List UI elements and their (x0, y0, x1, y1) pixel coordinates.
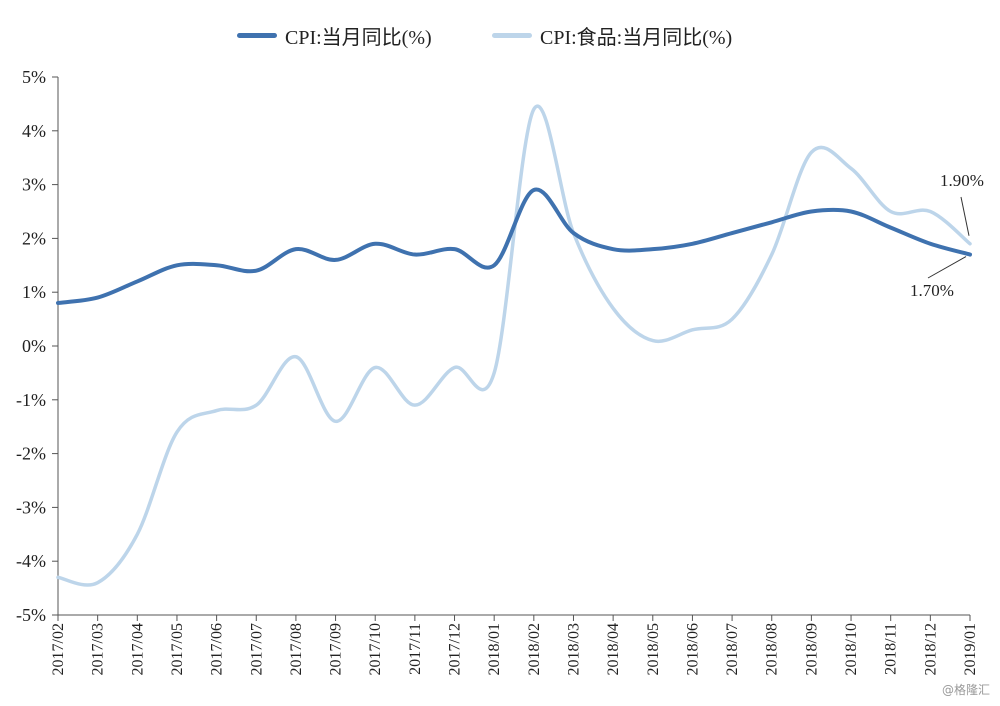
x-tick-label: 2017/07 (248, 623, 265, 675)
x-tick-label: 2017/02 (50, 623, 67, 675)
x-tick-label: 2019/01 (962, 623, 979, 675)
legend-item-cpi: CPI:当月同比(%) (237, 18, 432, 52)
annotation-leader-food-cpi (960, 196, 970, 236)
x-tick-label: 2017/04 (129, 623, 146, 675)
legend-swatch-food-cpi (492, 32, 532, 38)
legend-swatch-cpi (237, 32, 277, 38)
x-tick-label: 2018/12 (922, 623, 939, 675)
x-tick-label: 2018/09 (803, 623, 820, 675)
y-tick-label: 0% (22, 336, 46, 356)
y-tick-label: 5% (22, 67, 46, 87)
x-tick-label: 2017/03 (90, 623, 107, 675)
y-tick-label: 1% (22, 282, 46, 302)
y-tick-label: 4% (22, 121, 46, 141)
x-tick-label: 2017/06 (209, 623, 226, 675)
y-tick-label: -5% (16, 605, 46, 625)
x-tick-label: 2018/05 (645, 623, 662, 675)
x-tick-label: 2017/10 (367, 623, 384, 675)
x-tick-label: 2018/04 (605, 623, 622, 675)
x-tick-label: 2017/11 (407, 623, 424, 675)
y-tick-label: -2% (16, 444, 46, 464)
y-tick-label: 2% (22, 228, 46, 248)
y-tick-label: -4% (16, 551, 46, 571)
legend-label-cpi: CPI:当月同比(%) (285, 26, 432, 49)
y-tick-label: -1% (16, 390, 46, 410)
x-tick-label: 2018/01 (486, 623, 503, 675)
y-tick-label: -3% (16, 497, 46, 517)
watermark: @格隆汇 (941, 683, 990, 697)
x-tick-label: 2017/09 (328, 623, 345, 675)
annotation-leader-cpi (927, 256, 967, 279)
x-tick-label: 2017/05 (169, 623, 186, 675)
legend-item-food-cpi: CPI:食品:当月同比(%) (492, 18, 732, 52)
x-tick-label: 2018/08 (764, 623, 781, 675)
x-tick-label: 2017/12 (447, 623, 464, 675)
x-tick-label: 2018/10 (843, 623, 860, 675)
legend: CPI:当月同比(%) CPI:食品:当月同比(%) (0, 18, 1000, 52)
x-tick-label: 2018/11 (883, 623, 900, 675)
series-line-food-cpi (56, 104, 972, 587)
x-tick-label: 2018/06 (684, 623, 701, 675)
series-line-cpi (56, 187, 972, 305)
x-tick-label: 2018/03 (565, 623, 582, 675)
x-tick-label: 2017/08 (288, 623, 305, 675)
x-tick-label: 2018/02 (526, 623, 543, 675)
x-tick-label: 2018/07 (724, 623, 741, 675)
y-tick-label: 3% (22, 175, 46, 195)
annotation-label-food-cpi: 1.90% (940, 171, 984, 190)
annotation-label-cpi: 1.70% (910, 281, 954, 300)
legend-label-food-cpi: CPI:食品:当月同比(%) (540, 26, 733, 49)
